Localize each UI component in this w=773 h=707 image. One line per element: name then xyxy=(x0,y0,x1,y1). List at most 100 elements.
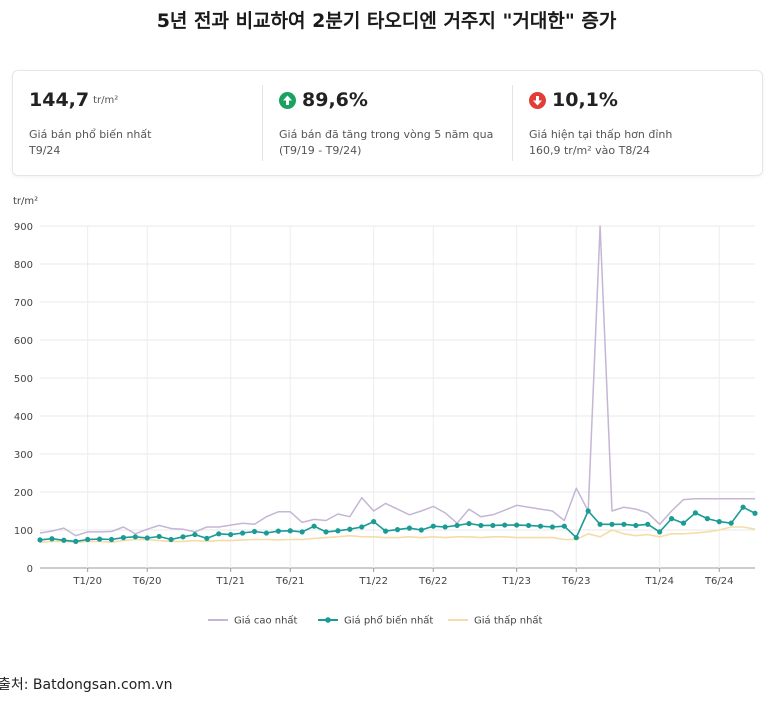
y-tick-label: 400 xyxy=(14,412,33,423)
arrow-down-icon xyxy=(529,91,546,109)
stat-label-line1: Giá bán phổ biến nhất xyxy=(29,128,152,141)
data-point-common xyxy=(728,520,734,526)
data-point-common xyxy=(311,523,317,529)
data-point-common xyxy=(323,529,329,535)
series-line-high xyxy=(39,225,755,537)
stat-label: Giá bán phổ biến nhất T9/24 xyxy=(29,127,151,159)
x-tick-label: T6/20 xyxy=(132,576,162,587)
data-point-common xyxy=(668,516,675,522)
data-point-common xyxy=(621,521,627,527)
data-point-common xyxy=(633,522,639,529)
data-point-common xyxy=(275,528,281,534)
data-point-common xyxy=(108,536,115,543)
y-tick-label: 900 xyxy=(14,222,33,233)
y-tick-label: 300 xyxy=(14,450,33,461)
stat-value-number: 10,1% xyxy=(552,89,618,111)
data-point-common xyxy=(371,519,377,525)
source-credit: 출처: Batdongsan.com.vn xyxy=(0,677,173,693)
data-point-common xyxy=(418,527,424,533)
x-tick-label: T1/20 xyxy=(72,576,102,587)
stat-value-unit: tr/m² xyxy=(93,94,119,106)
data-point-common xyxy=(597,521,603,527)
data-point-common xyxy=(514,522,520,528)
data-point-common xyxy=(502,522,508,528)
data-point-common xyxy=(335,528,341,534)
y-axis-unit-label: tr/m² xyxy=(13,196,38,207)
data-point-common xyxy=(96,536,103,542)
stat-label-line2: (T9/19 - T9/24) xyxy=(279,144,362,157)
series-line-low xyxy=(39,526,756,544)
data-point-common xyxy=(85,536,91,543)
data-point-common xyxy=(228,531,234,538)
stat-label-line1: Giá bán đã tăng trong vòng 5 năm qua xyxy=(279,128,494,141)
x-tick-label: T6/21 xyxy=(275,576,305,587)
x-tick-label: T6/22 xyxy=(418,576,448,587)
data-point-common xyxy=(394,527,401,533)
stat-common-price: 144,7 tr/m² Giá bán phổ biến nhất T9/24 xyxy=(13,71,262,175)
data-point-common xyxy=(716,519,722,525)
x-tick-label: T1/23 xyxy=(501,576,531,587)
data-point-common xyxy=(454,522,460,529)
data-point-common xyxy=(132,534,138,540)
data-point-common xyxy=(347,526,353,532)
data-point-common xyxy=(645,521,651,527)
data-point-common xyxy=(752,510,758,516)
y-tick-label: 500 xyxy=(14,374,33,385)
legend-marker-common xyxy=(325,617,331,623)
data-point-common xyxy=(561,523,567,529)
data-point-common xyxy=(740,504,746,510)
stat-value: 144,7 tr/m² xyxy=(29,89,118,111)
data-point-common xyxy=(144,535,150,541)
x-tick-label: T6/23 xyxy=(561,576,591,587)
data-point-common xyxy=(585,508,591,514)
data-point-common xyxy=(490,522,496,529)
arrow-up-icon xyxy=(279,91,296,109)
data-point-common xyxy=(442,524,448,530)
data-point-common xyxy=(239,530,246,536)
y-tick-label: 700 xyxy=(14,298,33,309)
stat-label: Giá hiện tại thấp hơn đỉnh 160,9 tr/m² v… xyxy=(529,127,672,159)
stat-label-line1: Giá hiện tại thấp hơn đỉnh xyxy=(529,128,673,141)
x-tick-label: T1/21 xyxy=(215,576,245,587)
x-tick-label: T1/24 xyxy=(644,576,674,587)
data-point-common xyxy=(478,522,484,529)
data-point-common xyxy=(168,536,174,543)
stat-label: Giá bán đã tăng trong vòng 5 năm qua (T9… xyxy=(279,127,493,159)
legend-label-common: Giá phổ biến nhất xyxy=(344,614,433,627)
legend-label-high: Giá cao nhất xyxy=(234,615,298,627)
data-point-common xyxy=(216,531,222,537)
chart-title: 5년 전과 비교하여 2분기 타오디엔 거주지 "거대한" 증가 xyxy=(156,10,617,32)
data-point-common xyxy=(680,520,687,526)
data-point-common xyxy=(359,524,365,530)
y-tick-label: 800 xyxy=(14,260,33,271)
data-point-common xyxy=(73,538,79,544)
stat-below-peak: 10,1% Giá hiện tại thấp hơn đỉnh 160,9 t… xyxy=(513,71,762,175)
stat-label-line2: 160,9 tr/m² vào T8/24 xyxy=(529,144,651,157)
data-point-common xyxy=(49,536,55,542)
data-point-common xyxy=(430,523,436,529)
data-point-common xyxy=(466,520,472,527)
data-point-common xyxy=(263,530,270,536)
data-point-common xyxy=(251,528,258,535)
data-point-common xyxy=(609,521,615,527)
y-tick-label: 200 xyxy=(14,488,33,499)
data-point-common xyxy=(657,529,663,535)
data-point-common xyxy=(406,525,413,531)
data-point-common xyxy=(287,528,293,534)
stat-divider xyxy=(512,85,513,161)
y-tick-label: 100 xyxy=(14,526,33,537)
stat-value: 89,6% xyxy=(279,89,368,111)
stat-price-increase: 89,6% Giá bán đã tăng trong vòng 5 năm q… xyxy=(263,71,512,175)
x-tick-label: T1/22 xyxy=(358,576,388,587)
data-point-common xyxy=(573,535,579,541)
data-point-common xyxy=(382,528,389,534)
data-point-common xyxy=(37,537,43,543)
stats-card: 144,7 tr/m² Giá bán phổ biến nhất T9/24 8… xyxy=(12,70,763,176)
data-point-common xyxy=(180,534,186,540)
stat-value: 10,1% xyxy=(529,89,618,111)
data-point-common xyxy=(120,535,127,541)
data-point-common xyxy=(537,523,544,529)
data-point-common xyxy=(299,529,305,535)
data-point-common xyxy=(704,516,710,522)
data-point-common xyxy=(549,524,556,530)
